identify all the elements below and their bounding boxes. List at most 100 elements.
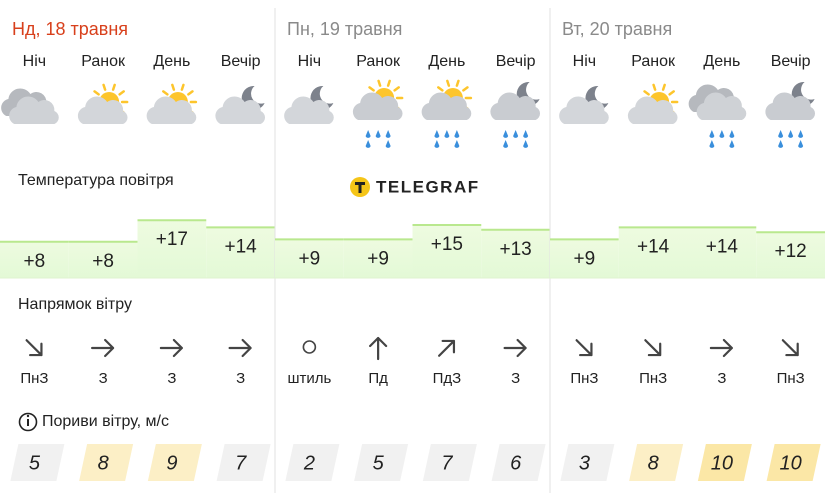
cloud (559, 96, 609, 124)
cloud (627, 96, 678, 124)
weather-icon (352, 79, 404, 148)
gust-background (422, 444, 477, 481)
temperature-value: +9 (574, 248, 596, 269)
rain-drop (385, 140, 391, 148)
wind-arrow (369, 336, 388, 361)
sun-ray (386, 79, 391, 87)
temperature-bar (343, 239, 413, 278)
wind-arrow-shape (159, 338, 183, 358)
rain-drop (434, 140, 440, 148)
gust-value: 9 (166, 452, 177, 474)
calm-icon (302, 340, 317, 354)
wind-direction: штиль (287, 370, 331, 387)
temperature-bar (550, 239, 619, 278)
wind-arrow-shape (644, 339, 662, 357)
temperature-bar (618, 227, 688, 278)
wind-direction: ПнЗ (570, 370, 598, 387)
period-label: Ніч (298, 53, 321, 70)
gust-background (491, 444, 546, 481)
wind-direction: ПнЗ (20, 370, 48, 387)
wind-arrow (503, 338, 527, 358)
sun-ray (668, 90, 675, 96)
cloud (215, 96, 266, 124)
sun-ray (661, 83, 666, 91)
cloud (146, 96, 197, 124)
weather-icon (1, 88, 59, 124)
temperature-value: +13 (500, 239, 532, 260)
cloud (352, 92, 403, 120)
sun-ray (162, 90, 169, 96)
rain-drop (503, 140, 509, 148)
temperature-value: +14 (706, 236, 739, 257)
wind-arrow (91, 338, 115, 358)
gust-value: 8 (98, 452, 109, 474)
wind-arrow-shape (228, 338, 252, 358)
weather-icon (421, 79, 473, 148)
logo: TELEGRAF (350, 177, 478, 197)
cloud (9, 96, 59, 124)
weather-icon (765, 81, 816, 148)
temperature-value: +9 (299, 248, 321, 269)
rain-drop (503, 130, 509, 138)
temperature-bar (687, 227, 757, 278)
cloud (765, 92, 816, 120)
wind-direction: З (167, 370, 176, 387)
wind-arrow (25, 339, 43, 357)
temperature-bar (0, 241, 69, 278)
rain-drop (365, 140, 371, 148)
rain-drop (788, 130, 794, 138)
wind-direction: З (717, 370, 726, 387)
temperature-bar (137, 220, 207, 278)
wind-arrow (781, 339, 799, 357)
wind-arrow-shape (503, 338, 527, 358)
sun-ray (652, 83, 657, 91)
gust-value: 8 (648, 452, 659, 474)
cloud (284, 96, 334, 124)
sun-ray (187, 90, 194, 96)
sun-ray (171, 83, 176, 91)
rain-drop (454, 140, 460, 148)
sun-ray (446, 79, 451, 87)
temperature-bar (412, 225, 482, 278)
wind-arrow-shape (25, 339, 43, 357)
temperature-bar (68, 241, 138, 278)
gust-value: 10 (711, 452, 733, 474)
gust-background (10, 444, 65, 481)
wind-arrow-shape (369, 336, 388, 361)
period-label: Ніч (573, 53, 596, 70)
sun-ray (437, 86, 444, 92)
day-title: Вт, 20 травня (562, 19, 672, 39)
sun-ray (93, 90, 100, 96)
sun-ray (118, 90, 125, 96)
sun-ray (368, 86, 375, 92)
period-label: Ранок (81, 53, 126, 70)
gust-value: 10 (780, 452, 802, 474)
gust-value: 7 (235, 452, 247, 474)
info-icon (18, 412, 38, 432)
gust-value: 2 (303, 452, 315, 474)
wind-arrow-shape (709, 338, 733, 358)
period-label: День (703, 53, 740, 70)
gust-background (147, 444, 202, 481)
wind-direction: ПдЗ (433, 370, 462, 387)
cloud (421, 92, 472, 120)
rain-drop (729, 140, 735, 148)
sun-ray (462, 86, 469, 92)
wind-arrow-shape (781, 339, 799, 357)
gust-value: 7 (441, 452, 453, 474)
temperature-value: +15 (431, 234, 463, 255)
temperature-value: +8 (24, 251, 46, 272)
period-label: Ранок (631, 53, 676, 70)
temperature-bar (206, 227, 275, 278)
rain-drop (798, 130, 804, 138)
gust-value: 3 (579, 452, 590, 474)
sun-ray (102, 83, 107, 91)
period-label: Ранок (356, 53, 401, 70)
rain-drop (434, 130, 440, 138)
period-label: Ніч (23, 53, 46, 70)
weather-icon (284, 85, 334, 124)
day-title: Нд, 18 травня (12, 19, 128, 39)
sun-ray (377, 79, 382, 87)
gust-background (766, 444, 821, 481)
day-title: Пн, 19 травня (287, 19, 402, 39)
